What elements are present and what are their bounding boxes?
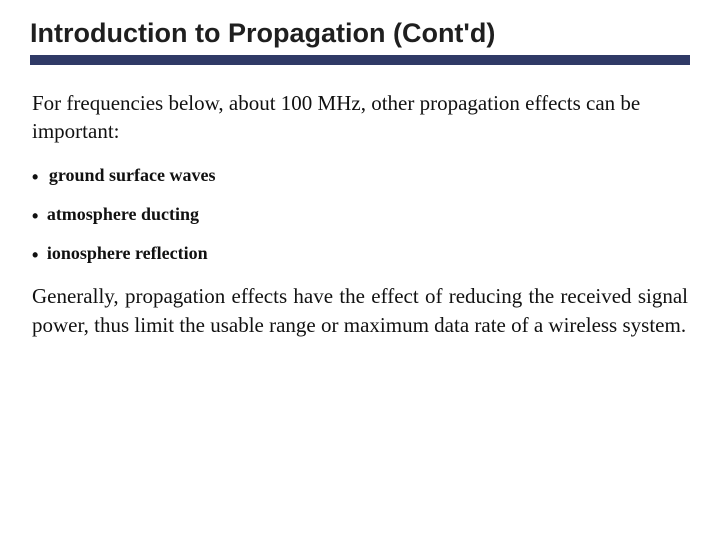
bullet-text: atmosphere ducting bbox=[47, 204, 199, 224]
bullet-text: ground surface waves bbox=[49, 165, 216, 185]
list-item: • ground surface waves bbox=[32, 164, 688, 187]
intro-paragraph: For frequencies below, about 100 MHz, ot… bbox=[32, 89, 688, 146]
slide: Introduction to Propagation (Cont'd) For… bbox=[0, 0, 720, 540]
title-underline-rule bbox=[30, 55, 690, 65]
list-item: • ionosphere reflection bbox=[32, 242, 688, 265]
page-title: Introduction to Propagation (Cont'd) bbox=[30, 18, 692, 49]
bullet-list: • ground surface waves • atmosphere duct… bbox=[32, 164, 688, 266]
list-item: • atmosphere ducting bbox=[32, 203, 688, 226]
closing-paragraph: Generally, propagation effects have the … bbox=[32, 282, 688, 340]
bullet-text: ionosphere reflection bbox=[47, 243, 208, 263]
